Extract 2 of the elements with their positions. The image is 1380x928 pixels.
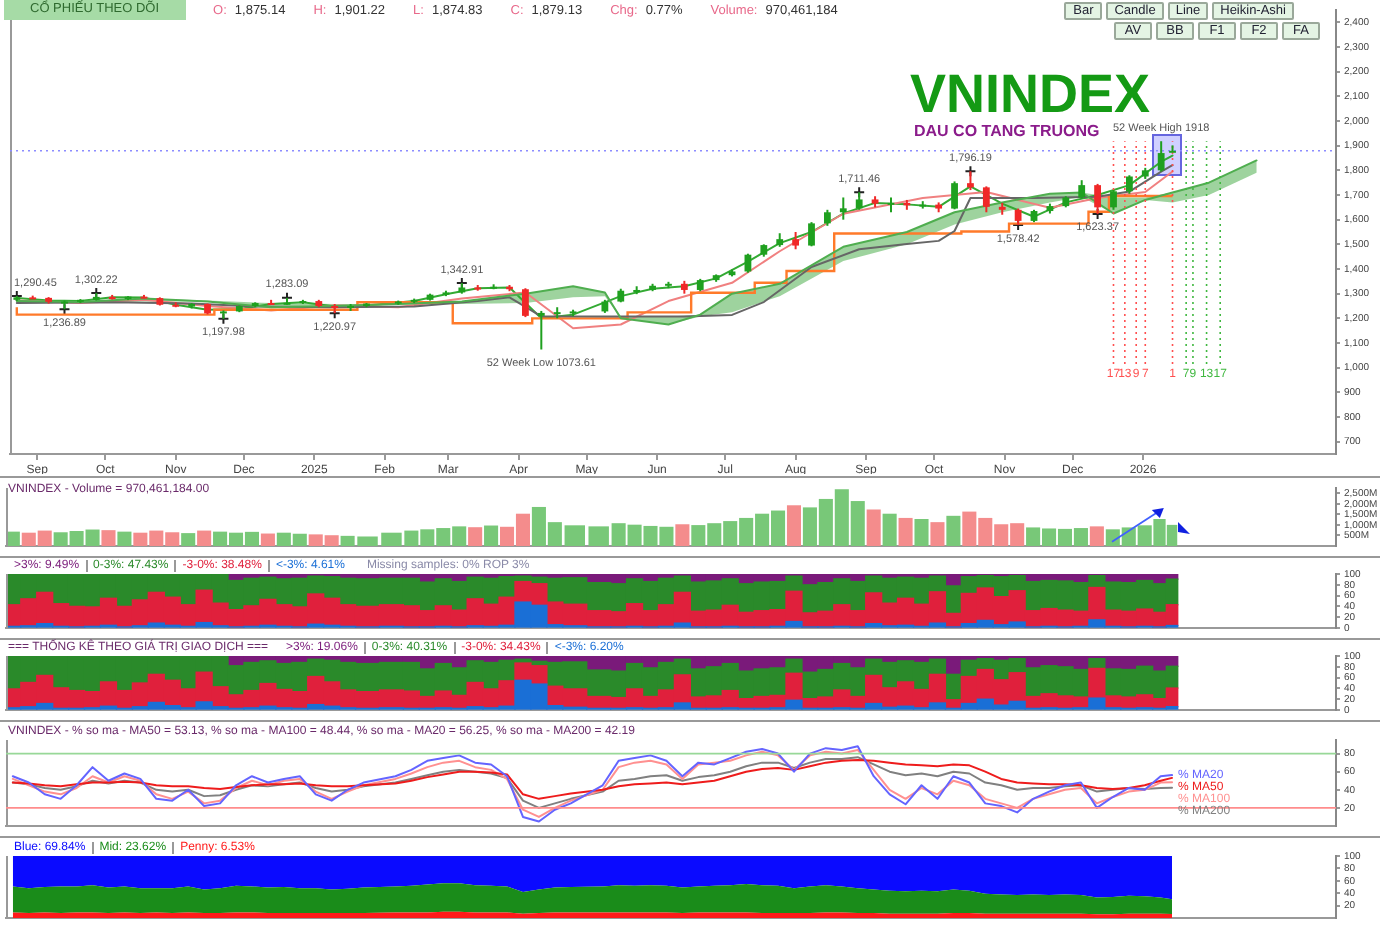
text: VNINDEX	[910, 64, 1151, 124]
text: DAU CO TANG TRUONG	[914, 122, 1100, 140]
